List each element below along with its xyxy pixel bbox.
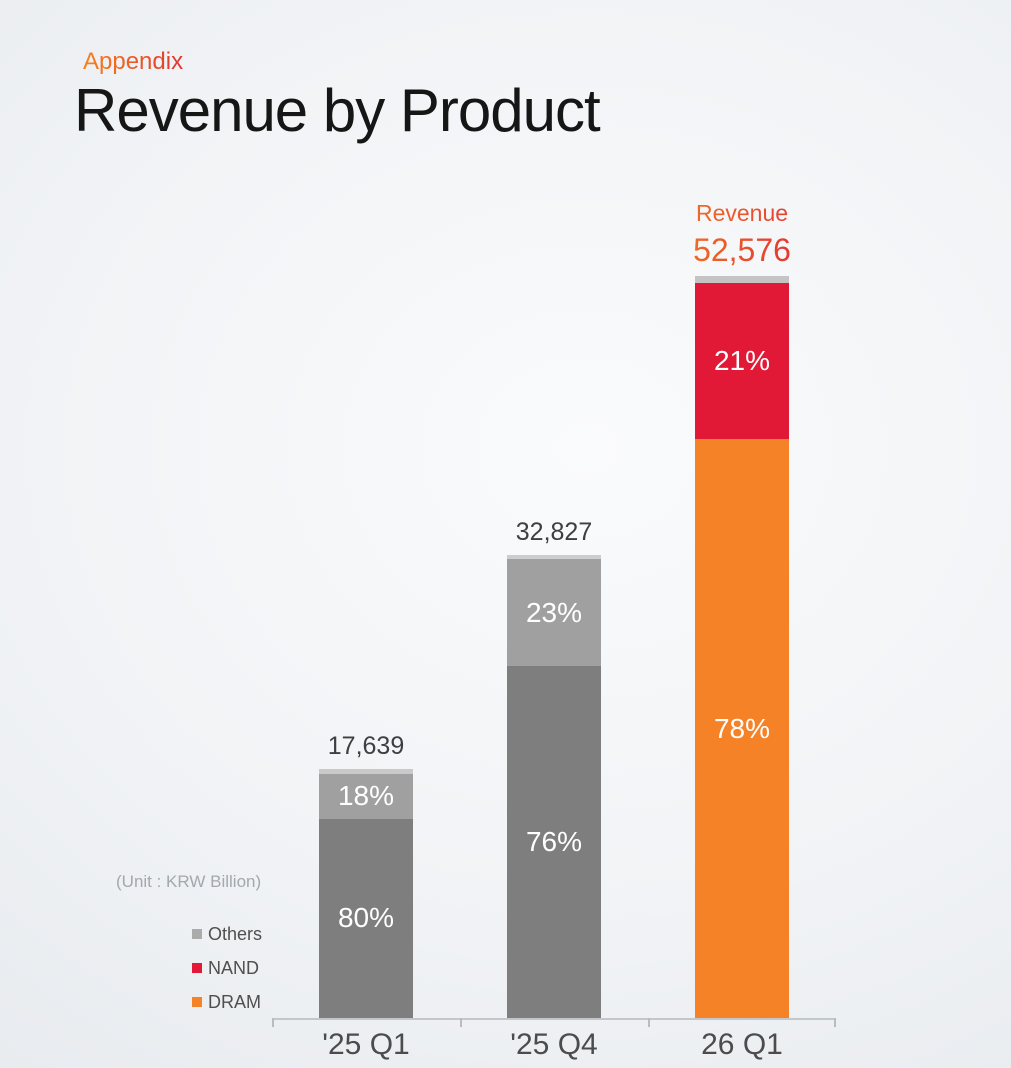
legend-item-others: Others (192, 925, 262, 943)
bar-segment-nand: 23% (507, 559, 601, 666)
axis-tick (272, 1018, 274, 1027)
axis-tick (460, 1018, 462, 1027)
segment-pct-label: 76% (525, 825, 583, 857)
revenue-callout-value: 52,576 (642, 232, 842, 269)
axis-category-label: '25 Q1 (322, 1028, 410, 1061)
others-swatch-icon (192, 929, 202, 939)
x-axis-line (272, 1018, 836, 1020)
unit-note: (Unit : KRW Billion) (116, 872, 262, 891)
bar-26Q1: 21% 78% (695, 276, 789, 1018)
axis-category-label: '25 Q4 (510, 1028, 598, 1061)
bar-segment-nand: 21% (695, 283, 789, 440)
axis-tick (834, 1018, 836, 1027)
revenue-callout: Revenue 52,576 (642, 200, 842, 269)
bar-25Q4: 23% 76% (507, 554, 601, 1018)
bar-segment-dram: 80% (319, 818, 413, 1018)
axis-tick (648, 1018, 650, 1027)
bar-segment-dram: 76% (507, 665, 601, 1018)
legend: Others NAND DRAM (192, 925, 262, 1027)
bar-total-label: 17,639 (327, 732, 405, 761)
axis-category-label: 26 Q1 (701, 1028, 783, 1061)
legend-label: DRAM (208, 992, 261, 1012)
legend-label: Others (208, 924, 263, 944)
bar-segment-others (507, 554, 601, 560)
bar-segment-others (319, 769, 413, 775)
bar-25Q1: 18% 80% (319, 769, 413, 1018)
appendix-label: Appendix (83, 48, 184, 75)
segment-pct-label: 18% (337, 780, 395, 812)
nand-swatch-icon (192, 963, 202, 973)
bar-total-label: 32,827 (515, 517, 593, 546)
segment-pct-label: 78% (713, 712, 771, 744)
bar-segment-dram: 78% (695, 439, 789, 1018)
legend-item-dram: DRAM (192, 993, 262, 1011)
segment-pct-label: 23% (525, 596, 583, 628)
bar-segment-others (695, 276, 789, 284)
segment-pct-label: 21% (713, 345, 771, 377)
revenue-callout-label: Revenue (642, 200, 842, 227)
bar-segment-nand: 18% (319, 774, 413, 819)
page-title: Revenue by Product (74, 77, 601, 144)
segment-pct-label: 80% (337, 902, 395, 934)
dram-swatch-icon (192, 997, 202, 1007)
legend-label: NAND (208, 958, 260, 978)
legend-item-nand: NAND (192, 959, 262, 977)
